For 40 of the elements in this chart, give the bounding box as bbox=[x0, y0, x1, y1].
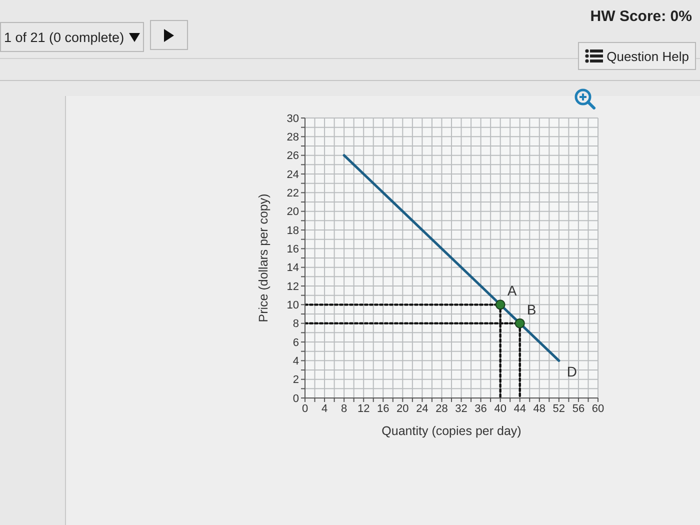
y-tick-label: 10 bbox=[286, 300, 299, 312]
y-tick-label: 26 bbox=[286, 150, 299, 162]
y-tick-label: 4 bbox=[292, 356, 299, 368]
x-tick-label: 24 bbox=[416, 402, 428, 415]
x-tick-label: 44 bbox=[514, 402, 526, 415]
y-tick-label: 20 bbox=[286, 206, 299, 218]
x-tick-label: 20 bbox=[396, 402, 409, 415]
annotation: A bbox=[507, 282, 518, 299]
text: HW Score: 0% bbox=[590, 8, 692, 25]
x-tick-label: 8 bbox=[341, 402, 348, 415]
y-tick-label: 30 bbox=[286, 112, 299, 125]
y-tick-label: 14 bbox=[286, 262, 299, 274]
y-tick-label: 28 bbox=[286, 132, 299, 144]
page-select-field: 1 of 21 (0 complete) bbox=[0, 22, 144, 52]
x-tick-label: 56 bbox=[572, 402, 585, 415]
y-tick-label: 18 bbox=[286, 224, 299, 237]
x-tick-label: 36 bbox=[474, 402, 487, 415]
y-tick-label: 22 bbox=[286, 188, 299, 200]
x-tick-label: 12 bbox=[357, 402, 370, 415]
y-tick-label: 6 bbox=[292, 336, 299, 349]
x-tick-label: 52 bbox=[552, 402, 566, 415]
x-tick-label: 28 bbox=[436, 402, 448, 415]
x-tick-label: 60 bbox=[592, 402, 604, 415]
y-tick-label: 24 bbox=[286, 168, 299, 181]
annotation: B bbox=[526, 301, 536, 318]
y-tick-label: 16 bbox=[286, 244, 299, 256]
x-tick-label: 32 bbox=[455, 402, 468, 415]
y-axis-title: Price (dollars per copy) bbox=[256, 194, 270, 322]
y-tick-label: 2 bbox=[292, 374, 299, 386]
x-axis-title: Quantity (copies per day) bbox=[382, 424, 522, 438]
x-tick-label: 16 bbox=[377, 402, 390, 415]
y-tick-label: 0 bbox=[292, 392, 299, 405]
question-help-button: Question Help bbox=[578, 42, 696, 70]
x-tick-label: 40 bbox=[494, 402, 506, 415]
series-label: D bbox=[566, 364, 578, 380]
y-tick-label: 12 bbox=[286, 280, 299, 293]
y-tick-label: 8 bbox=[292, 318, 299, 330]
x-tick-label: 0 bbox=[302, 402, 308, 415]
x-tick-label: 48 bbox=[533, 402, 546, 415]
x-tick-label: 4 bbox=[321, 402, 328, 415]
